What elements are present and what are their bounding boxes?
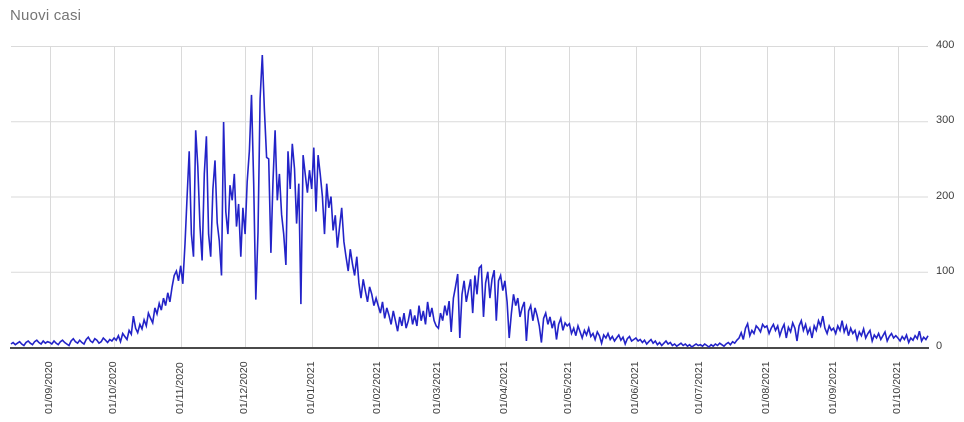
x-tick-label: 01/09/2020 xyxy=(42,361,55,414)
x-tick-label: 01/06/2021 xyxy=(628,361,641,414)
x-tick-label: 01/09/2021 xyxy=(826,361,839,414)
y-tick-label: 200 xyxy=(936,189,955,202)
x-tick-label: 01/04/2021 xyxy=(497,361,510,414)
x-tick-label: 01/10/2021 xyxy=(890,361,903,414)
x-tick-label: 01/08/2021 xyxy=(759,361,772,414)
y-tick-label: 400 xyxy=(936,39,955,51)
y-tick-label: 100 xyxy=(936,264,955,277)
x-tick-label: 01/11/2020 xyxy=(173,362,186,414)
x-tick-label: 01/03/2021 xyxy=(431,361,444,414)
y-tick-label: 0 xyxy=(936,340,943,352)
x-tick-label: 01/01/2021 xyxy=(304,361,317,414)
x-tick-label: 01/05/2021 xyxy=(562,361,575,414)
series-line xyxy=(10,54,929,349)
x-tick-label: 01/07/2021 xyxy=(693,361,706,414)
y-tick-label: 300 xyxy=(936,114,955,127)
x-tick-label: 01/12/2020 xyxy=(238,361,251,414)
chart-title: Nuovi casi xyxy=(10,7,82,24)
x-tick-label: 01/10/2020 xyxy=(107,361,120,414)
x-tick-label: 01/02/2021 xyxy=(371,361,384,414)
